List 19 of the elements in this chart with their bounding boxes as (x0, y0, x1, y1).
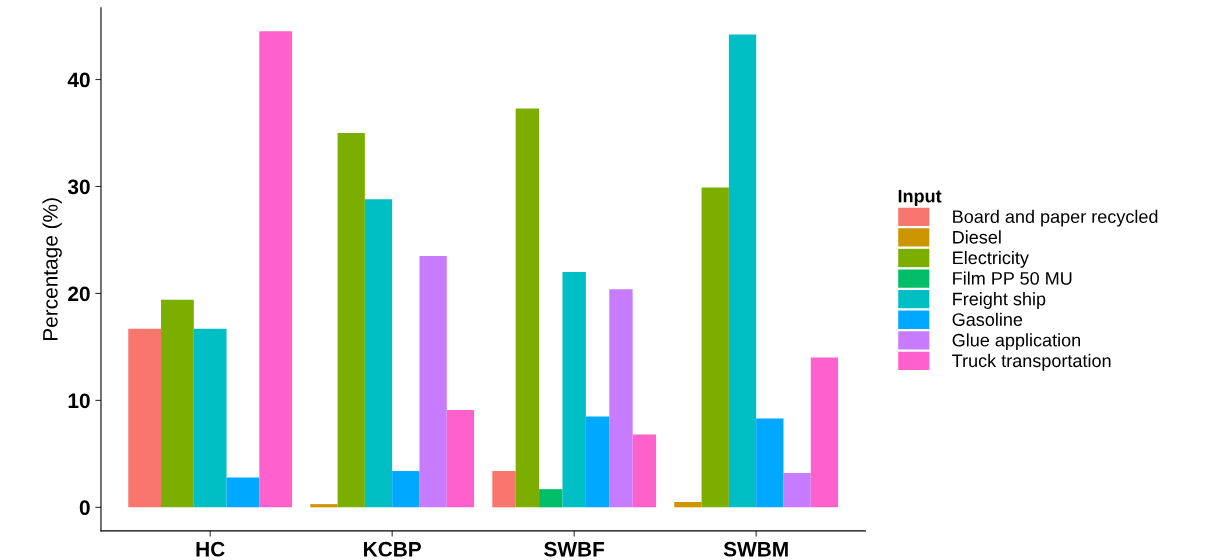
legend-title: Input (898, 189, 942, 207)
x-tick-label: SWBF (544, 541, 605, 557)
legend-label: Film PP 50 MU (953, 271, 1072, 285)
y-axis-title: Percentage (%) (42, 198, 62, 341)
legend-label: Glue application (952, 333, 1081, 351)
legend-label: Truck transportation (952, 353, 1111, 371)
y-tick-label: 40 (67, 72, 90, 88)
y-tick-label: 30 (67, 179, 90, 195)
legend-label: Freight ship (953, 292, 1046, 309)
x-tick-label: SWBM (723, 541, 788, 557)
y-tick-label: 10 (68, 393, 90, 409)
y-tick-label: 0 (79, 500, 90, 516)
x-tick-label: HC (196, 541, 225, 557)
legend-label: Electricity (953, 250, 1029, 268)
legend-label: Gasoline (952, 312, 1023, 326)
legend-label: Diesel (953, 230, 1001, 244)
x-tick-label: KCBP (364, 541, 421, 557)
legend-label: Board and paper recycled (953, 209, 1158, 227)
y-tick-label: 20 (68, 286, 90, 302)
